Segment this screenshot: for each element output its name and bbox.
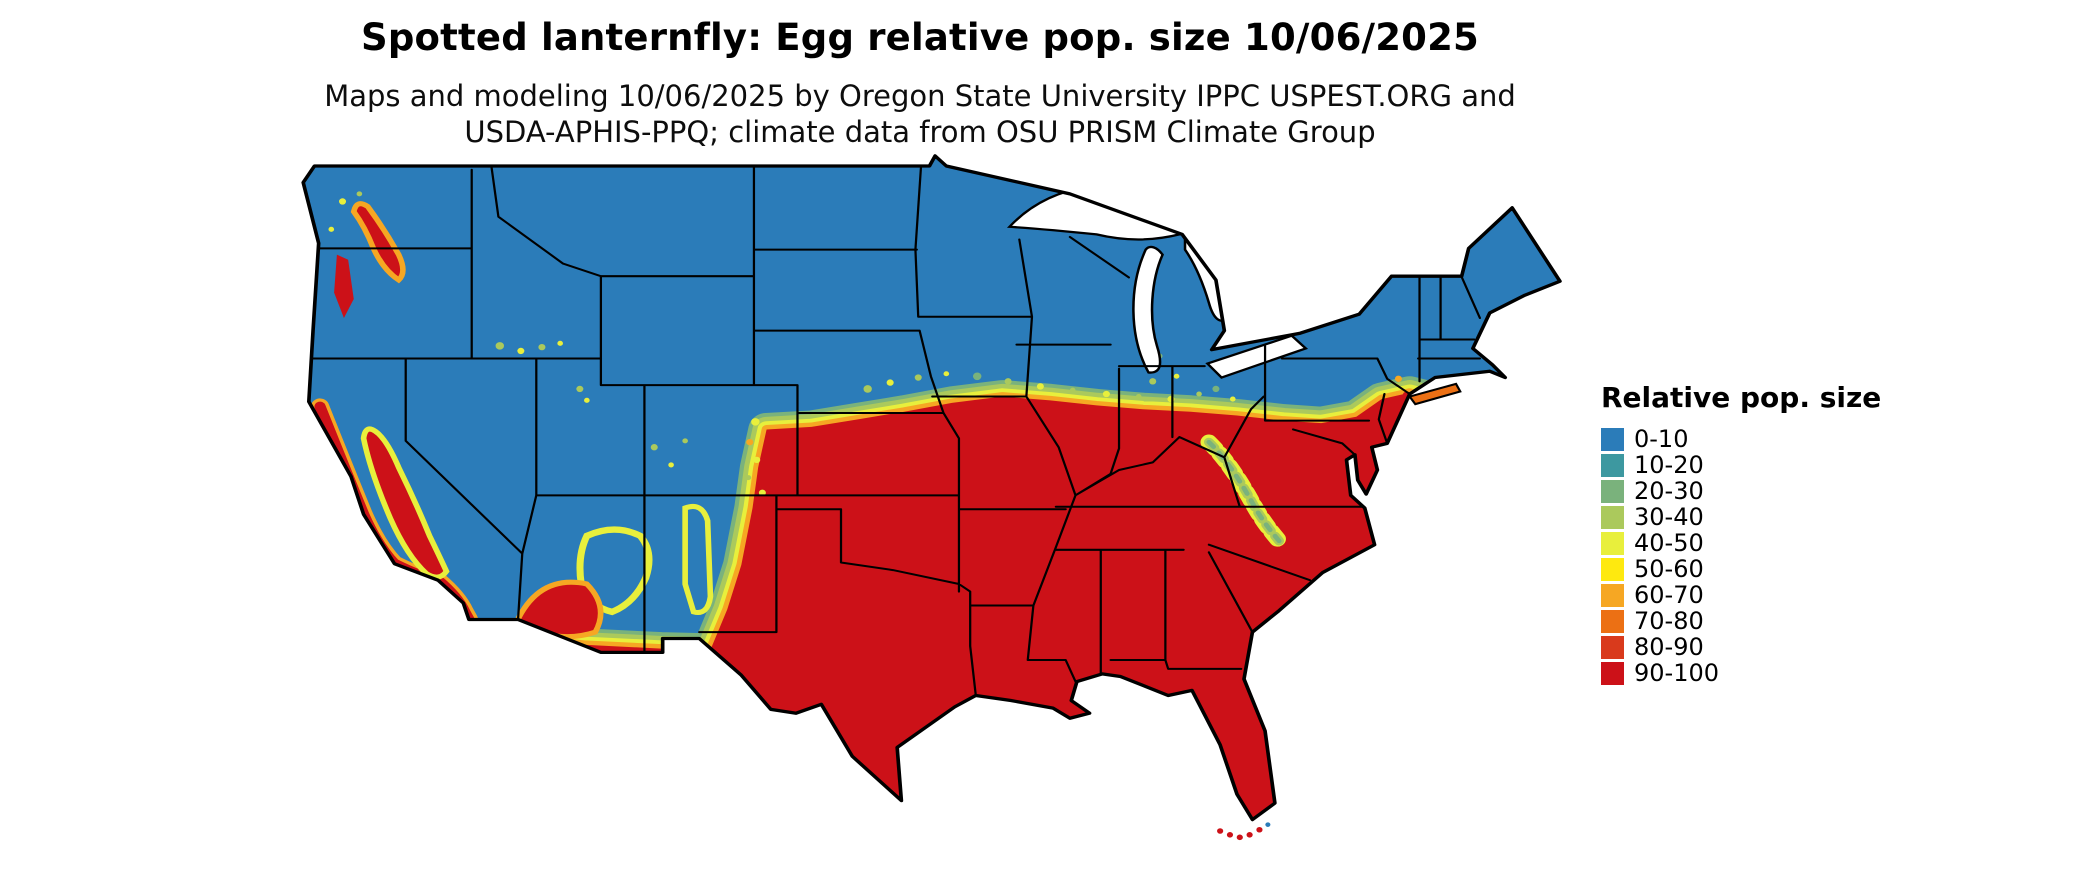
legend-label: 0-10 <box>1634 425 1689 453</box>
new-mexico-highlands-cool-patch <box>682 503 714 615</box>
map-title: Spotted lanternfly: Egg relative pop. si… <box>360 16 1480 59</box>
map-header: Spotted lanternfly: Egg relative pop. si… <box>320 16 1520 151</box>
legend-item: 70-80 <box>1601 607 1881 635</box>
legend-swatch <box>1601 609 1624 633</box>
legend-item: 0-10 <box>1601 425 1881 453</box>
lake-erie <box>1205 334 1309 379</box>
us-map-svg <box>301 154 1562 841</box>
legend-label: 10-20 <box>1634 451 1704 479</box>
legend-item: 80-90 <box>1601 633 1881 661</box>
legend-swatch <box>1601 479 1624 503</box>
map-subtitle-line1: Maps and modeling 10/06/2025 by Oregon S… <box>324 79 1516 113</box>
legend-label: 60-70 <box>1634 581 1704 609</box>
long-island <box>1407 382 1462 406</box>
legend-swatch <box>1601 505 1624 529</box>
legend-swatch <box>1601 635 1624 659</box>
population-fill-layers <box>303 155 1560 820</box>
legend-swatch <box>1601 557 1624 581</box>
central-valley-hot-patch <box>360 426 450 580</box>
legend-swatch <box>1601 661 1624 685</box>
willamette-valley-hot-strip <box>334 254 354 318</box>
florida-keys <box>1217 822 1271 841</box>
legend-title: Relative pop. size <box>1601 381 1882 414</box>
legend-swatch <box>1601 583 1624 607</box>
appalachian-streak-teal <box>1206 439 1282 544</box>
legend-label: 20-30 <box>1634 477 1704 505</box>
legend-item: 20-30 <box>1601 477 1881 505</box>
us-choropleth-map <box>233 128 1581 888</box>
legend-item: 30-40 <box>1601 503 1881 531</box>
legend-item: 90-100 <box>1601 659 1881 687</box>
legend-label: 70-80 <box>1634 607 1704 635</box>
legend-item: 50-60 <box>1601 555 1881 583</box>
transition-band-orange <box>368 388 1560 820</box>
legend-item: 60-70 <box>1601 581 1881 609</box>
legend-item: 10-20 <box>1601 451 1881 479</box>
legend-label: 50-60 <box>1634 555 1704 583</box>
us-outline <box>301 154 1562 822</box>
puget-sound-hot-patch <box>350 201 406 284</box>
legend-item: 40-50 <box>1601 529 1881 557</box>
state-borders <box>311 164 1482 697</box>
legend-items: 0-10 10-20 20-30 30-40 40-50 50-60 60-70 <box>1601 425 1881 687</box>
legend-label: 90-100 <box>1634 659 1720 687</box>
lake-michigan <box>1132 245 1164 374</box>
legend-label: 40-50 <box>1634 529 1704 557</box>
legend-swatch <box>1601 531 1624 555</box>
map-subtitle: Maps and modeling 10/06/2025 by Oregon S… <box>320 79 1520 151</box>
arizona-highlands-cool-patch <box>576 526 653 616</box>
legend-swatch <box>1601 453 1624 477</box>
legend: Relative pop. size 0-10 10-20 20-30 30-4… <box>1601 381 1882 687</box>
legend-label: 30-40 <box>1634 503 1704 531</box>
legend-swatch <box>1601 427 1624 451</box>
legend-label: 80-90 <box>1634 633 1704 661</box>
map-subtitle-line2: USDA-APHIS-PPQ; climate data from OSU PR… <box>464 114 1376 149</box>
